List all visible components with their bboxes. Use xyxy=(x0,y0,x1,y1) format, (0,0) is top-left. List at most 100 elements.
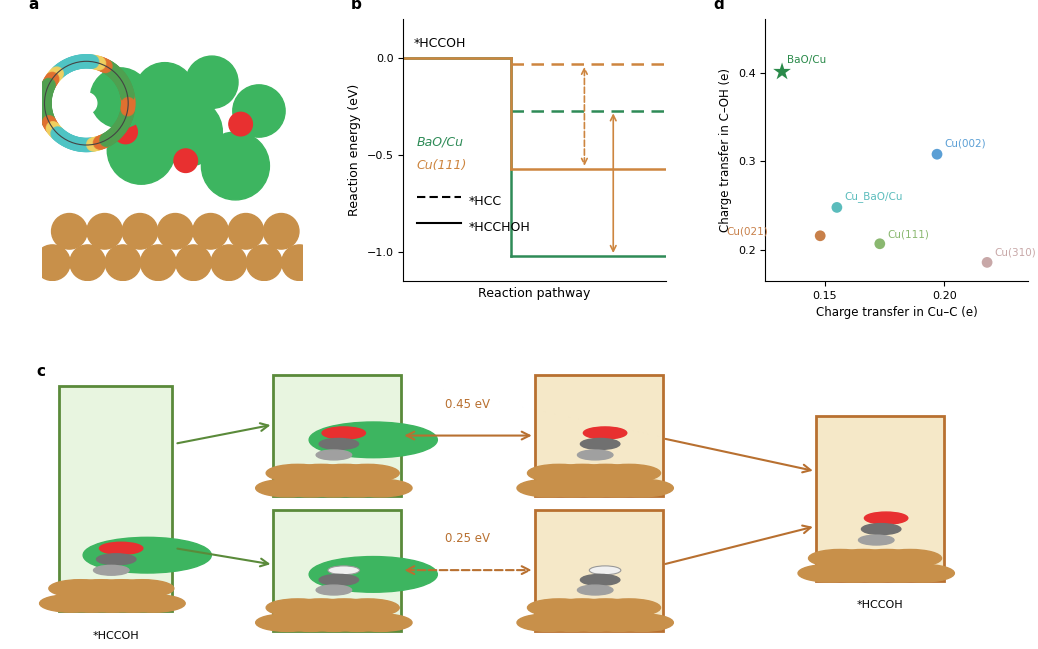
Circle shape xyxy=(117,114,131,128)
Circle shape xyxy=(100,543,143,554)
Circle shape xyxy=(44,117,56,130)
Circle shape xyxy=(81,138,93,151)
Circle shape xyxy=(317,585,352,595)
Circle shape xyxy=(564,614,627,631)
Circle shape xyxy=(845,565,908,582)
Circle shape xyxy=(83,537,212,573)
FancyBboxPatch shape xyxy=(816,417,944,581)
Circle shape xyxy=(108,66,120,79)
Circle shape xyxy=(120,89,134,102)
Circle shape xyxy=(106,64,118,77)
Circle shape xyxy=(119,84,133,97)
Circle shape xyxy=(99,134,112,147)
Circle shape xyxy=(865,512,908,524)
Circle shape xyxy=(281,245,318,280)
Circle shape xyxy=(38,94,51,108)
Circle shape xyxy=(59,133,73,146)
Circle shape xyxy=(56,131,69,144)
Circle shape xyxy=(97,135,110,148)
Circle shape xyxy=(115,75,129,88)
Circle shape xyxy=(44,75,57,88)
Circle shape xyxy=(38,104,52,117)
Circle shape xyxy=(312,599,376,617)
Text: Cu(111): Cu(111) xyxy=(416,158,467,171)
Circle shape xyxy=(42,114,55,127)
Circle shape xyxy=(104,131,116,144)
Circle shape xyxy=(111,69,125,82)
Circle shape xyxy=(89,138,103,151)
Circle shape xyxy=(66,57,80,70)
Circle shape xyxy=(122,214,158,249)
Circle shape xyxy=(107,116,175,184)
Circle shape xyxy=(38,90,52,103)
Circle shape xyxy=(110,68,124,81)
Circle shape xyxy=(54,129,66,142)
Circle shape xyxy=(46,73,58,86)
Circle shape xyxy=(831,550,895,567)
Circle shape xyxy=(577,585,613,595)
Circle shape xyxy=(95,58,108,71)
Text: BaO/Cu: BaO/Cu xyxy=(416,135,464,148)
Circle shape xyxy=(115,119,128,132)
Circle shape xyxy=(40,111,54,124)
Circle shape xyxy=(82,138,95,151)
Circle shape xyxy=(107,129,120,141)
Circle shape xyxy=(121,96,135,109)
Circle shape xyxy=(58,61,71,74)
Circle shape xyxy=(349,479,412,497)
Circle shape xyxy=(255,479,319,497)
Circle shape xyxy=(119,109,133,122)
Circle shape xyxy=(45,75,57,88)
Circle shape xyxy=(43,116,56,129)
Circle shape xyxy=(117,79,131,92)
Circle shape xyxy=(106,129,119,142)
Circle shape xyxy=(583,427,627,439)
Circle shape xyxy=(80,55,92,68)
Circle shape xyxy=(98,58,111,72)
Circle shape xyxy=(38,99,51,112)
Circle shape xyxy=(120,87,134,100)
Circle shape xyxy=(541,614,603,631)
Circle shape xyxy=(104,63,117,76)
Circle shape xyxy=(302,479,365,497)
Circle shape xyxy=(70,580,133,597)
Circle shape xyxy=(121,99,135,112)
Circle shape xyxy=(233,85,285,137)
FancyArrowPatch shape xyxy=(177,423,268,443)
Circle shape xyxy=(122,594,185,612)
Circle shape xyxy=(52,127,64,141)
Circle shape xyxy=(264,214,299,249)
Circle shape xyxy=(598,464,660,482)
Circle shape xyxy=(855,550,919,567)
Circle shape xyxy=(99,59,111,72)
Circle shape xyxy=(63,135,77,148)
Circle shape xyxy=(57,62,71,75)
Circle shape xyxy=(38,103,52,116)
FancyArrowPatch shape xyxy=(665,439,811,472)
Circle shape xyxy=(47,123,60,136)
Circle shape xyxy=(120,108,133,121)
Point xyxy=(828,202,845,213)
Circle shape xyxy=(53,65,66,78)
Circle shape xyxy=(119,110,133,123)
Circle shape xyxy=(39,86,53,99)
Circle shape xyxy=(45,119,57,132)
Circle shape xyxy=(121,93,135,106)
Circle shape xyxy=(88,56,102,69)
Circle shape xyxy=(38,105,52,118)
Circle shape xyxy=(81,138,94,151)
Circle shape xyxy=(34,245,71,280)
Circle shape xyxy=(92,136,106,149)
Circle shape xyxy=(66,136,80,149)
Circle shape xyxy=(46,120,58,133)
FancyArrowPatch shape xyxy=(407,432,529,439)
Circle shape xyxy=(45,119,58,132)
FancyBboxPatch shape xyxy=(59,386,172,611)
Circle shape xyxy=(92,56,106,70)
Circle shape xyxy=(73,55,86,69)
Circle shape xyxy=(74,138,86,151)
Circle shape xyxy=(114,120,128,133)
Circle shape xyxy=(75,138,88,151)
Circle shape xyxy=(574,464,637,482)
Circle shape xyxy=(52,66,64,79)
